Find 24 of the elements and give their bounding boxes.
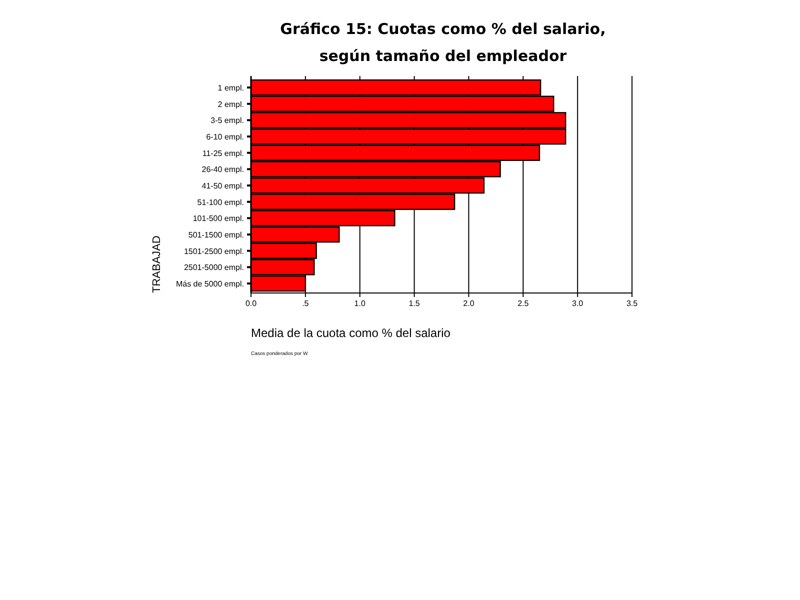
x-tick-label: 3.0	[572, 299, 584, 308]
y-tick-label: 2501-5000 empl.	[184, 263, 244, 272]
x-tick-label: .5	[302, 299, 310, 308]
y-axis-title: TRABAJAD	[151, 235, 163, 293]
y-tick-label: 41-50 empl.	[202, 182, 244, 190]
y-tick-label: 11-25 empl.	[202, 148, 244, 158]
y-tick-label: 2 empl.	[218, 100, 244, 109]
y-tick-label: 1501-2500 empl.	[184, 246, 244, 256]
y-tick-label: 6-10 empl.	[206, 132, 244, 142]
x-tick-label: 2.5	[518, 299, 530, 308]
y-tick-label: 3-5 empl.	[210, 116, 244, 126]
x-tick-label: 0.0	[245, 299, 258, 308]
y-tick-label: 26-40 empl.	[202, 165, 244, 174]
x-tick-label: 1.0	[354, 299, 366, 308]
y-tick-label: 1 empl.	[218, 84, 244, 93]
x-tick-label: 1.5	[408, 299, 420, 308]
y-tick-label: 101-500 empl.	[192, 214, 244, 224]
y-tick-label: 501-1500 empl.	[188, 230, 244, 240]
x-axis-title: Media de la cuota como % del salario	[251, 326, 451, 340]
x-tick-label: 2.0	[463, 299, 475, 308]
y-tick-label: 51-100 empl.	[197, 198, 244, 207]
y-tick-label: Más de 5000 empl.	[176, 279, 244, 288]
chart-title: Gráfico 15: Cuotas como % del salario, según tamaño del empleador	[280, 20, 606, 65]
x-tick-label: 3.5	[626, 299, 638, 308]
